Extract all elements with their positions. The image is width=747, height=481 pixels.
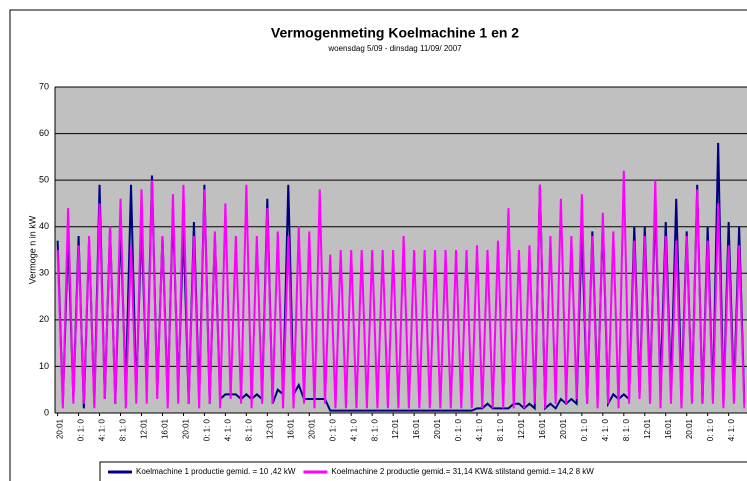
legend-label: Koelmachine 2 productie gemid.= 31,14 KW… <box>331 467 594 476</box>
y-tick-label: 40 <box>39 221 49 231</box>
plot-area <box>55 87 747 413</box>
x-tick-label: 4: 1: 0 <box>223 418 232 441</box>
x-tick-label: 8: 1: 0 <box>244 418 253 441</box>
x-tick-label: 20:01 <box>307 418 316 439</box>
x-tick-label: 20:01 <box>559 418 568 439</box>
x-tick-label: 20:01 <box>56 418 65 439</box>
x-tick-label: 12:01 <box>517 418 526 439</box>
y-tick-label: 10 <box>39 361 49 371</box>
x-tick-label: 16:01 <box>664 418 673 439</box>
x-tick-label: 4: 1: 0 <box>98 418 107 441</box>
x-tick-label: 12:01 <box>391 418 400 439</box>
y-tick-label: 20 <box>39 314 49 324</box>
x-tick-label: 4: 1: 0 <box>601 418 610 441</box>
x-tick-label: 12:01 <box>140 418 149 439</box>
series-group <box>56 142 745 412</box>
x-tick-label: 0: 1: 0 <box>328 418 337 441</box>
x-tick-label: 12:01 <box>643 418 652 439</box>
x-tick-label: 16:01 <box>161 418 170 439</box>
y-tick-label: 70 <box>39 81 49 91</box>
legend-box <box>99 461 747 481</box>
x-tick-label: 0: 1: 0 <box>203 418 212 441</box>
y-tick-label: 50 <box>39 175 49 185</box>
x-tick-label: 0: 1: 0 <box>706 418 715 441</box>
chart-subtitle: woensdag 5/09 - dinsdag 11/09/ 2007 <box>327 44 462 53</box>
x-tick-label: 0: 1: 0 <box>454 418 463 441</box>
x-tick-label: 0: 1: 0 <box>77 418 86 441</box>
chart-title: Vermogenmeting Koelmachine 1 en 2 <box>271 25 519 41</box>
y-axis-label: Vermoge n in kW <box>27 215 37 284</box>
y-tick-label: 30 <box>39 268 49 278</box>
x-tick-label: 20:01 <box>182 418 191 439</box>
x-tick-label: 16:01 <box>412 418 421 439</box>
x-tick-label: 4: 1: 0 <box>475 418 484 441</box>
x-tick-label: 8: 1: 0 <box>370 418 379 441</box>
legend-label: Koelmachine 1 productie gemid. = 10 ,42 … <box>136 467 296 476</box>
y-tick-label: 0 <box>44 407 49 417</box>
x-tick-label: 0: 1: 0 <box>580 418 589 441</box>
x-tick-label: 16:01 <box>538 418 547 439</box>
x-tick-label: 8: 1: 0 <box>622 418 631 441</box>
x-tick-label: 12:01 <box>265 418 274 439</box>
x-tick-label: 16:01 <box>286 418 295 439</box>
x-tick-label: 8: 1: 0 <box>496 418 505 441</box>
x-tick-label: 8: 1: 0 <box>119 418 128 441</box>
x-tick-label: 4: 1: 0 <box>727 418 736 441</box>
series-line <box>56 170 745 409</box>
y-tick-label: 60 <box>39 128 49 138</box>
x-tick-label: 20:01 <box>685 418 694 439</box>
x-tick-label: 4: 1: 0 <box>349 418 358 441</box>
x-tick-label: 20:01 <box>433 418 442 439</box>
